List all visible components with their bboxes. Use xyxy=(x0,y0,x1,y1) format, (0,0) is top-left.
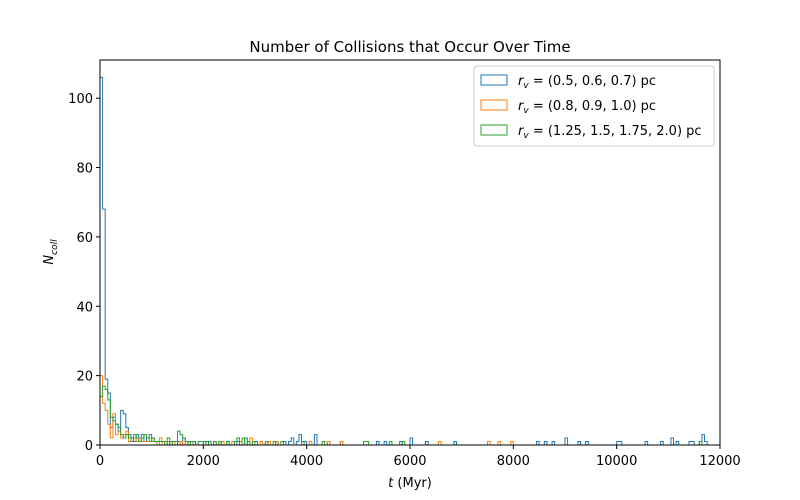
x-tick-label: 8000 xyxy=(497,454,530,469)
legend-swatch-1 xyxy=(480,74,508,86)
x-tick-label: 2000 xyxy=(187,454,220,469)
x-tick-label: 6000 xyxy=(393,454,426,469)
x-axis-variable: t xyxy=(388,476,394,491)
x-tick-label: 12000 xyxy=(699,454,740,469)
y-tick-label: 100 xyxy=(68,92,93,107)
legend-swatch-3 xyxy=(480,124,508,136)
legend-subscript: v xyxy=(523,106,529,116)
legend-label-1: rv = (0.5, 0.6, 0.7) pc xyxy=(518,74,656,91)
x-axis-unit: (Myr) xyxy=(393,476,432,491)
legend-swatch-2 xyxy=(480,99,508,111)
legend-subscript: v xyxy=(523,81,529,91)
legend-label-2: rv = (0.8, 0.9, 1.0) pc xyxy=(518,99,656,116)
y-tick-label: 40 xyxy=(76,300,93,315)
legend-frame xyxy=(473,65,715,147)
legend-values: = (1.25, 1.5, 1.75, 2.0) pc xyxy=(529,124,702,139)
x-axis-title: t (Myr) xyxy=(388,476,432,491)
x-tick-label: 4000 xyxy=(290,454,323,469)
y-axis-subscript: coll xyxy=(50,239,60,255)
legend-subscript: v xyxy=(523,131,529,141)
legend-label-3: rv = (1.25, 1.5, 1.75, 2.0) pc xyxy=(518,124,702,141)
y-axis-title: Ncoll xyxy=(42,239,60,265)
y-tick-label: 80 xyxy=(76,162,93,177)
y-tick-label: 60 xyxy=(76,231,93,246)
y-axis: 0 20 40 60 80 100 xyxy=(68,92,100,454)
x-tick-label: 0 xyxy=(96,454,104,469)
legend-variable: r xyxy=(518,74,525,89)
legend-values: = (0.8, 0.9, 1.0) pc xyxy=(529,99,656,114)
legend-variable: r xyxy=(518,124,525,139)
y-tick-label: 20 xyxy=(76,370,93,385)
y-axis-variable: N xyxy=(42,255,57,265)
x-tick-label: 10000 xyxy=(596,454,637,469)
x-axis: 0 2000 4000 6000 8000 10000 12000 xyxy=(96,445,741,469)
legend-values: = (0.5, 0.6, 0.7) pc xyxy=(529,74,656,89)
y-tick-label: 0 xyxy=(85,439,93,454)
chart-title: Number of Collisions that Occur Over Tim… xyxy=(249,38,570,56)
legend-variable: r xyxy=(518,99,525,114)
